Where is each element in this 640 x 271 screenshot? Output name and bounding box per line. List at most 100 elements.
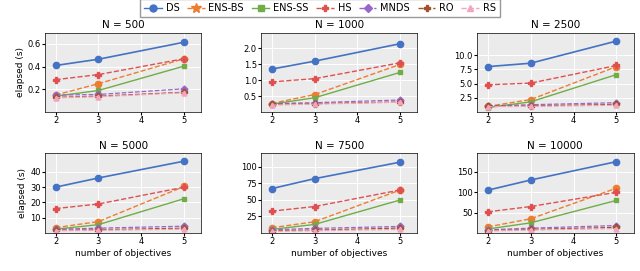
HS [310, 205, 318, 208]
ENS-SS [484, 227, 492, 231]
RO [310, 228, 318, 232]
RS [397, 228, 404, 231]
HS [268, 209, 275, 213]
RS [310, 102, 318, 106]
Line: MNDS: MNDS [269, 224, 403, 232]
ENS-BS [527, 98, 534, 101]
HS [95, 202, 102, 206]
DS [612, 39, 620, 43]
Line: DS: DS [484, 159, 620, 193]
Line: HS: HS [484, 62, 620, 88]
Title: N = 10000: N = 10000 [527, 141, 583, 151]
ENS-BS [484, 225, 492, 228]
HS [95, 73, 102, 76]
ENS-BS [268, 102, 275, 105]
RO [527, 104, 534, 108]
Line: RO: RO [52, 89, 187, 100]
MNDS [484, 228, 492, 231]
Line: RO: RO [52, 225, 187, 233]
MNDS [310, 227, 318, 230]
RO [612, 226, 620, 229]
ENS-BS [95, 220, 102, 223]
ENS-BS [612, 186, 620, 190]
ENS-SS [484, 106, 492, 109]
Line: RS: RS [269, 227, 403, 234]
HS [310, 77, 318, 80]
RS [180, 91, 188, 94]
DS [484, 65, 492, 68]
ENS-SS [268, 102, 275, 106]
DS [397, 42, 404, 45]
Line: RS: RS [53, 227, 187, 233]
RS [95, 229, 102, 232]
HS [268, 80, 275, 83]
RO [397, 227, 404, 230]
RS [397, 101, 404, 104]
MNDS [527, 227, 534, 230]
DS [527, 62, 534, 65]
HS [397, 61, 404, 64]
ENS-BS [612, 65, 620, 68]
Legend: DS, ENS-BS, ENS-SS, HS, MNDS, RO, RS: DS, ENS-BS, ENS-SS, HS, MNDS, RO, RS [140, 0, 500, 17]
RO [484, 105, 492, 108]
RO [268, 229, 275, 232]
ENS-BS [310, 93, 318, 96]
ENS-SS [527, 100, 534, 104]
ENS-SS [612, 199, 620, 202]
Line: RS: RS [485, 103, 619, 109]
MNDS [95, 93, 102, 96]
Line: ENS-SS: ENS-SS [269, 198, 403, 232]
DS [310, 177, 318, 180]
MNDS [484, 104, 492, 108]
MNDS [268, 102, 275, 105]
MNDS [612, 224, 620, 227]
ENS-SS [95, 223, 102, 226]
Line: ENS-BS: ENS-BS [269, 187, 403, 231]
MNDS [52, 228, 60, 231]
Line: MNDS: MNDS [485, 223, 619, 232]
RS [527, 105, 534, 108]
ENS-SS [310, 96, 318, 99]
MNDS [52, 93, 60, 97]
Line: RO: RO [485, 225, 620, 233]
RS [180, 228, 188, 231]
Y-axis label: elapsed (s): elapsed (s) [18, 168, 28, 218]
DS [180, 41, 188, 44]
HS [180, 186, 188, 189]
Line: HS: HS [268, 59, 404, 85]
RO [612, 103, 620, 106]
DS [52, 64, 60, 67]
ENS-SS [268, 228, 275, 231]
HS [527, 82, 534, 85]
RO [95, 228, 102, 231]
Title: N = 1000: N = 1000 [315, 20, 364, 30]
RS [484, 105, 492, 108]
RO [310, 102, 318, 105]
Line: RO: RO [485, 102, 620, 109]
X-axis label: number of objectives: number of objectives [507, 249, 604, 258]
DS [527, 178, 534, 182]
DS [310, 60, 318, 63]
Line: ENS-SS: ENS-SS [485, 72, 619, 110]
RS [268, 230, 275, 233]
ENS-SS [180, 64, 188, 68]
MNDS [95, 227, 102, 230]
Line: DS: DS [484, 38, 620, 70]
HS [527, 205, 534, 208]
Line: MNDS: MNDS [269, 98, 403, 106]
Line: MNDS: MNDS [53, 224, 187, 232]
RS [612, 227, 620, 230]
MNDS [310, 101, 318, 104]
HS [612, 191, 620, 194]
Line: ENS-SS: ENS-SS [485, 198, 619, 231]
X-axis label: number of objectives: number of objectives [75, 249, 172, 258]
ENS-BS [484, 105, 492, 108]
HS [612, 64, 620, 67]
RS [268, 104, 275, 107]
ENS-BS [527, 217, 534, 220]
Line: ENS-SS: ENS-SS [269, 70, 403, 107]
ENS-SS [52, 228, 60, 231]
Line: RO: RO [269, 225, 403, 234]
Title: N = 7500: N = 7500 [315, 141, 364, 151]
Y-axis label: elapsed (s): elapsed (s) [15, 47, 24, 97]
